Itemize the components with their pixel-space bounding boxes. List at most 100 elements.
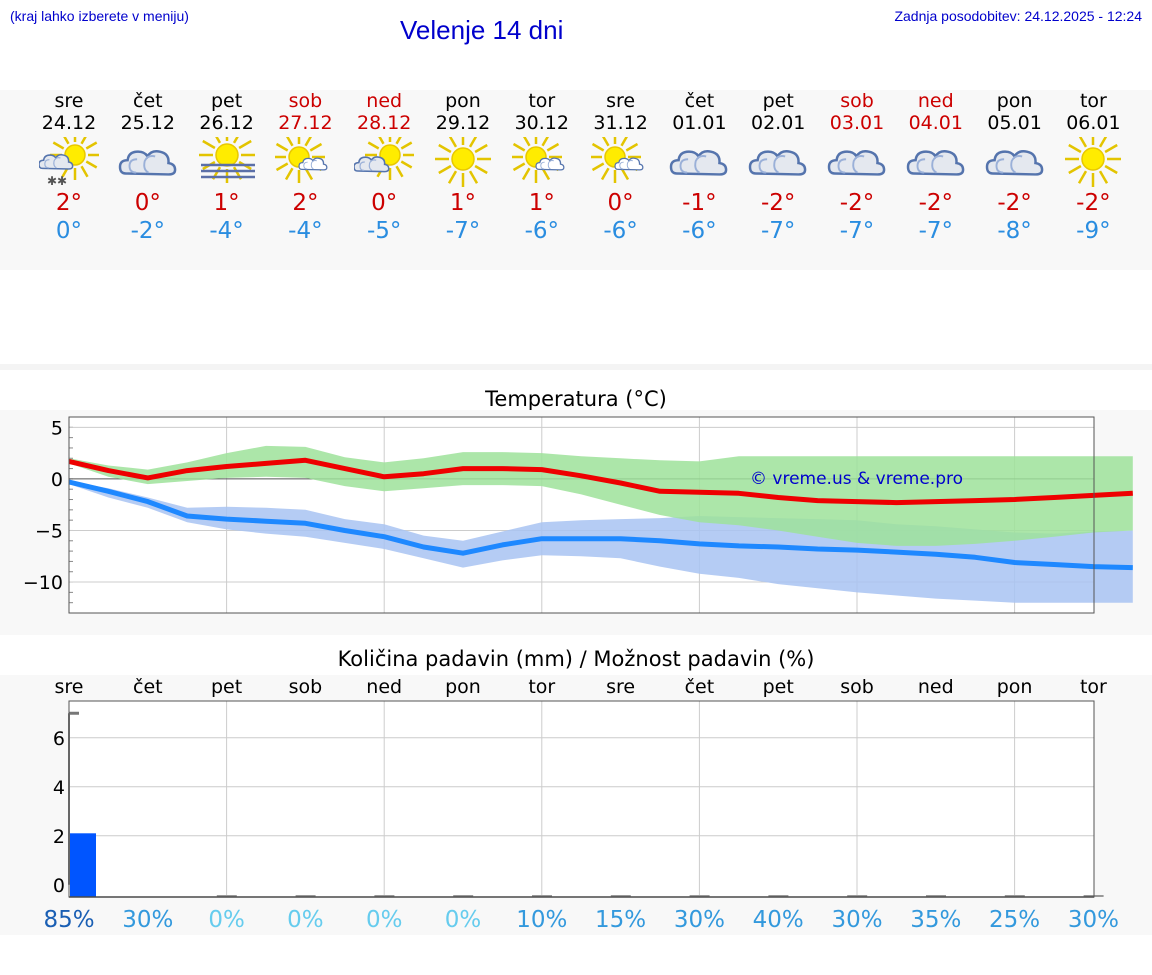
- cloudy-icon: [670, 150, 728, 176]
- max-temperature: 0°: [134, 190, 161, 216]
- precipitation-day-label: ned: [918, 676, 954, 698]
- day-name: čet: [133, 90, 163, 112]
- min-temperature: -7°: [445, 218, 481, 244]
- day-date: 27.12: [278, 112, 333, 134]
- sun-icon: [435, 137, 491, 187]
- min-temperature: -9°: [1076, 218, 1111, 244]
- day-name: pon: [445, 90, 481, 112]
- day-column: pet 26.12 1° -4°: [192, 90, 262, 245]
- day-date: 24.12: [41, 112, 97, 134]
- day-date: 25.12: [120, 112, 175, 134]
- precipitation-probability: 0%: [287, 907, 324, 933]
- min-temperature: -2°: [130, 218, 166, 244]
- max-temperature: -2°: [1076, 190, 1111, 216]
- day-date: 01.01: [672, 112, 727, 134]
- precipitation-day-label: ned: [366, 676, 402, 698]
- precipitation-day-label: tor: [1080, 676, 1107, 698]
- day-date: 31.12: [593, 112, 648, 134]
- max-temperature: 2°: [55, 190, 83, 216]
- day-name: pet: [210, 90, 243, 112]
- precipitation-tick-label: 2: [53, 826, 65, 848]
- max-temperature: -2°: [760, 190, 796, 216]
- precipitation-probability: 0%: [366, 907, 403, 933]
- precipitation-chart: sre čet pet sob ned pon tor sre čet pet sob ned pon t…: [43, 676, 1119, 933]
- day-name: ned: [917, 90, 954, 112]
- precipitation-day-label: pet: [763, 676, 794, 698]
- day-date: 26.12: [199, 112, 254, 134]
- precipitation-day-label: tor: [528, 676, 555, 698]
- precipitation-probability: 30%: [831, 907, 882, 933]
- sun-fog-icon: [198, 137, 255, 183]
- min-temperature: -5°: [366, 218, 402, 244]
- precipitation-day-label: sre: [55, 676, 84, 698]
- svg-text:✱✱: ✱✱: [47, 174, 67, 187]
- precipitation-probability: 30%: [674, 907, 725, 933]
- precipitation-probability: 0%: [445, 907, 482, 933]
- temperature-chart-title: Temperatura (°C): [485, 387, 667, 411]
- cloudy-icon: [906, 150, 965, 176]
- precipitation-plot-frame: [68, 700, 1095, 898]
- section-divider: [0, 364, 1152, 370]
- precipitation-day-label: čet: [685, 676, 715, 698]
- precipitation-tick-label: 6: [53, 728, 65, 750]
- cloudy-icon: [748, 150, 807, 176]
- day-column: pon 05.01 -2° -8°: [980, 90, 1050, 245]
- temperature-tick-label: 5: [51, 417, 63, 439]
- day-name: pet: [762, 90, 794, 112]
- temperature-tick-label: 0: [51, 469, 63, 491]
- sun-small-cloud-icon: [275, 137, 328, 183]
- precipitation-probability: 85%: [43, 907, 94, 933]
- day-column: sob 03.01 -2° -7°: [822, 90, 892, 245]
- day-name: sre: [606, 90, 636, 112]
- precipitation-day-label: sob: [289, 676, 323, 698]
- day-name: sre: [54, 90, 84, 112]
- max-temperature: 1°: [213, 190, 240, 216]
- max-temperature: 2°: [292, 190, 319, 216]
- precipitation-day-label: čet: [133, 676, 163, 698]
- precipitation-probability: 30%: [1068, 907, 1119, 933]
- precipitation-probability: 35%: [910, 907, 961, 933]
- precipitation-probability: 30%: [122, 907, 173, 933]
- precipitation-probability: 15%: [595, 907, 646, 933]
- max-temperature: -2°: [839, 190, 875, 216]
- min-temperature: -7°: [760, 218, 796, 244]
- day-column: sre 31.12 0° -6°: [586, 90, 656, 245]
- cloudy-icon: [827, 150, 886, 176]
- precipitation-day-label: sre: [606, 676, 635, 698]
- cloudy-icon: [985, 150, 1043, 176]
- sun-small-cloud-icon: [511, 137, 565, 183]
- day-name: tor: [1079, 90, 1107, 112]
- min-temperature: -4°: [288, 218, 323, 244]
- location-menu-hint[interactable]: (kraj lahko izberete v meniju): [10, 8, 189, 24]
- day-column: tor 06.01 -2° -9°: [1058, 90, 1128, 245]
- min-temperature-line: [68, 479, 1133, 571]
- precipitation-day-label: pet: [211, 676, 242, 698]
- partly-cloudy-snow-icon: ✱✱: [39, 137, 99, 187]
- max-temperature-line: [68, 457, 1133, 506]
- day-name: pon: [996, 90, 1033, 112]
- precipitation-day-label: sob: [840, 676, 874, 698]
- max-temperature: 0°: [371, 190, 398, 216]
- day-name: čet: [684, 90, 715, 112]
- temperature-chart: 5 0 −5 −10 © vreme.us & vreme.pro: [23, 416, 1133, 614]
- max-temperature: -1°: [682, 190, 717, 216]
- day-name: sob: [288, 90, 323, 112]
- day-column: čet 25.12 0° -2°: [113, 90, 183, 245]
- max-temperature: 1°: [528, 190, 555, 216]
- precipitation-probability: 40%: [753, 907, 804, 933]
- precipitation-day-label: pon: [997, 676, 1033, 698]
- daily-forecast-panel: sre 24.12 ✱✱ 2° 0° čet 25.12 0° -2° pet 26.12 1°…: [0, 90, 1152, 270]
- precipitation-bar: [70, 833, 96, 897]
- precipitation-tick-label: 4: [53, 777, 65, 799]
- day-column: čet 01.01 -1° -6°: [664, 90, 734, 245]
- max-temperature: -2°: [918, 190, 954, 216]
- day-column: ned 28.12 0° -5°: [349, 90, 419, 245]
- min-temperature-band: [69, 481, 1133, 603]
- watermark: © vreme.us & vreme.pro: [750, 469, 963, 489]
- precipitation-plot-area: [69, 701, 1094, 897]
- day-column: ned 04.01 -2° -7°: [901, 90, 971, 245]
- day-date: 05.01: [987, 112, 1042, 134]
- day-column: tor 30.12 1° -6°: [507, 90, 577, 245]
- min-temperature: -7°: [918, 218, 954, 244]
- precipitation-day-label: pon: [445, 676, 481, 698]
